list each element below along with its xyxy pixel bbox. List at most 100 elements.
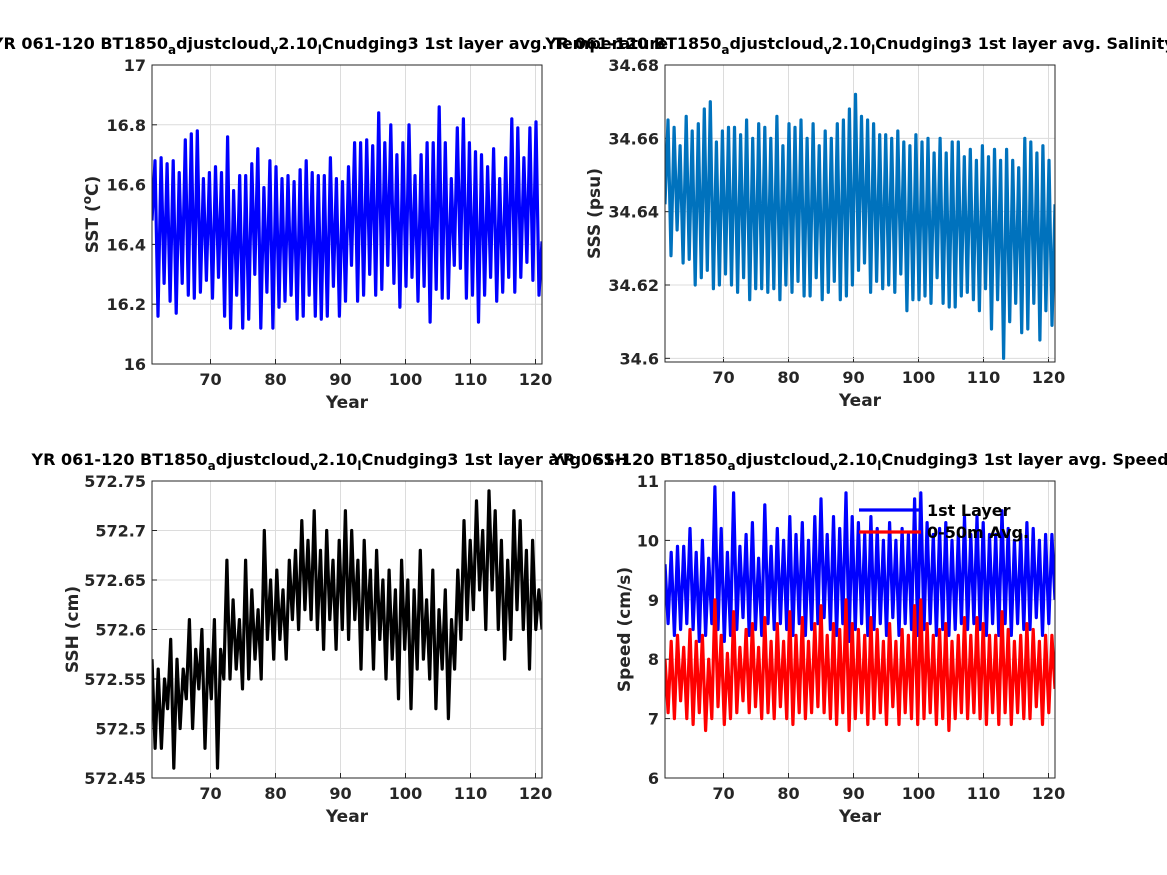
title-part: Cnudging3 1st layer avg. Salinity bbox=[875, 34, 1167, 53]
x-tick-label: 100 bbox=[902, 368, 935, 387]
title-part: djustcloud bbox=[216, 450, 310, 469]
axes-box bbox=[664, 64, 1056, 363]
y-tick-label: 9 bbox=[648, 591, 659, 610]
series-line-1 bbox=[665, 485, 1055, 644]
x-tick-label: 110 bbox=[454, 784, 487, 803]
x-tick-label: 70 bbox=[199, 784, 221, 803]
title-part: 2.10 bbox=[278, 34, 317, 53]
legend-label-2: 0-50m Avg. bbox=[927, 523, 1029, 542]
x-tick-label: 80 bbox=[777, 784, 799, 803]
title-part: 2.10 bbox=[832, 34, 871, 53]
y-tick-label: 572.65 bbox=[84, 571, 146, 590]
title-subscript: v bbox=[830, 459, 838, 473]
series-line-2 bbox=[665, 598, 1055, 733]
y-axis-label: SST (oC) bbox=[80, 176, 103, 254]
y-axis-label-superscript: o bbox=[80, 196, 94, 204]
y-tick-label: 572.55 bbox=[84, 670, 146, 689]
x-tick-label: 80 bbox=[264, 370, 286, 389]
y-tick-label: 34.68 bbox=[608, 56, 659, 75]
title-part: YR 061-120 BT1850 bbox=[544, 34, 721, 53]
x-tick-label: 90 bbox=[842, 368, 864, 387]
title-part: YR 061-120 BT1850 bbox=[0, 34, 168, 53]
title-part: djustcloud bbox=[730, 34, 824, 53]
legend: 1st Layer 0-50m Avg. bbox=[859, 501, 1029, 542]
x-tick-label: 110 bbox=[967, 784, 1000, 803]
series-line-1 bbox=[152, 105, 542, 330]
x-axis-label: Year bbox=[838, 391, 882, 411]
axes-box bbox=[151, 480, 543, 779]
chart-panel-1: 70 80 90 100 110 120 16 16.2 16.4 16.6 16.8 17 Year S… bbox=[0, 34, 668, 413]
x-tick-label: 120 bbox=[519, 370, 552, 389]
x-axis-label: Year bbox=[325, 393, 369, 413]
x-tick-label: 70 bbox=[199, 370, 221, 389]
x-tick-label: 70 bbox=[712, 368, 734, 387]
chart-title: YR 061-120 BT1850adjustcloudv2.10lCnudgi… bbox=[0, 34, 668, 57]
y-tick-label: 572.7 bbox=[95, 522, 146, 541]
chart-title: YR 061-120 BT1850adjustcloudv2.10lCnudgi… bbox=[544, 34, 1167, 57]
y-axis-label-text: SSH (cm) bbox=[63, 586, 83, 673]
chart-panel-2: 70 80 90 100 110 12034.634.6234.6434.6634.68Y… bbox=[544, 34, 1167, 411]
y-tick-label: 572.5 bbox=[95, 720, 146, 739]
title-part: djustcloud bbox=[736, 450, 830, 469]
y-axis-label-text: Speed (cm/s) bbox=[615, 567, 635, 692]
y-tick-label: 6 bbox=[648, 769, 659, 788]
y-axis-label-tail: C) bbox=[83, 176, 103, 196]
y-axis-label: SSS (psu) bbox=[585, 168, 605, 259]
title-part: djustcloud bbox=[176, 34, 270, 53]
title-subscript: a bbox=[168, 43, 176, 57]
x-tick-label: 120 bbox=[1032, 784, 1065, 803]
series-line-1 bbox=[152, 489, 542, 770]
x-tick-label: 90 bbox=[329, 370, 351, 389]
y-tick-label: 8 bbox=[648, 650, 659, 669]
x-tick-label: 100 bbox=[389, 784, 422, 803]
x-tick-label: 120 bbox=[1032, 368, 1065, 387]
x-tick-label: 90 bbox=[329, 784, 351, 803]
y-axis-label: Speed (cm/s) bbox=[615, 567, 635, 692]
title-subscript: l bbox=[357, 459, 361, 473]
y-tick-label: 16.6 bbox=[107, 176, 146, 195]
title-subscript: v bbox=[310, 459, 318, 473]
x-tick-label: 110 bbox=[454, 370, 487, 389]
chart-title: YR 061-120 BT1850adjustcloudv2.10lCnudgi… bbox=[31, 450, 629, 473]
y-tick-label: 16.2 bbox=[107, 295, 146, 314]
title-subscript: v bbox=[824, 43, 832, 57]
y-axis-label: SSH (cm) bbox=[63, 586, 83, 673]
y-tick-label: 572.6 bbox=[95, 621, 146, 640]
title-part: Cnudging3 1st layer avg. Temperature bbox=[322, 34, 668, 53]
title-part: 2.10 bbox=[838, 450, 877, 469]
x-axis-label: Year bbox=[325, 807, 369, 827]
x-tick-label: 70 bbox=[712, 784, 734, 803]
series-line-1 bbox=[665, 92, 1055, 360]
title-part: YR 061-120 BT1850 bbox=[550, 450, 727, 469]
y-tick-label: 572.45 bbox=[84, 769, 146, 788]
title-part: 2.10 bbox=[318, 450, 357, 469]
y-tick-label: 16.4 bbox=[107, 235, 146, 254]
y-tick-label: 34.62 bbox=[608, 276, 659, 295]
y-tick-label: 572.75 bbox=[84, 472, 146, 491]
chart-panel-4: 70 80 90 100 110 120 6 7 8 9 10 11 Year Speed (cm/s) Y… bbox=[550, 450, 1167, 827]
y-tick-label: 34.64 bbox=[608, 203, 659, 222]
x-tick-label: 90 bbox=[842, 784, 864, 803]
y-tick-label: 34.66 bbox=[608, 129, 659, 148]
y-tick-label: 16.8 bbox=[107, 116, 146, 135]
y-axis-label-text: SSS (psu) bbox=[585, 168, 605, 259]
title-subscript: a bbox=[727, 459, 735, 473]
y-tick-label: 16 bbox=[124, 355, 146, 374]
x-tick-label: 80 bbox=[777, 368, 799, 387]
title-subscript: v bbox=[270, 43, 278, 57]
legend-label-1: 1st Layer bbox=[927, 501, 1011, 520]
y-axis-label-text: SST ( bbox=[83, 204, 103, 253]
title-subscript: l bbox=[318, 43, 322, 57]
x-tick-label: 100 bbox=[902, 784, 935, 803]
title-subscript: a bbox=[208, 459, 216, 473]
y-tick-label: 34.6 bbox=[620, 349, 659, 368]
title-subscript: l bbox=[871, 43, 875, 57]
x-tick-label: 100 bbox=[389, 370, 422, 389]
axes-box bbox=[664, 480, 1056, 779]
title-subscript: a bbox=[721, 43, 729, 57]
title-subscript: l bbox=[877, 459, 881, 473]
chart-panel-3: 70 80 90 100 110 120 572.45 572.5 572.55 572.6 572… bbox=[31, 450, 629, 827]
x-tick-label: 80 bbox=[264, 784, 286, 803]
title-part: YR 061-120 BT1850 bbox=[31, 450, 208, 469]
